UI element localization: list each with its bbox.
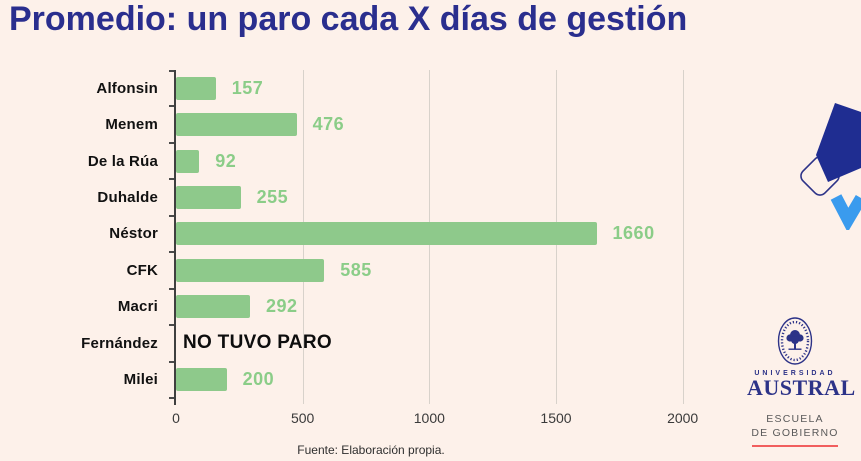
y-axis-tick [169,178,174,180]
bar-row: 255 [176,179,708,215]
category-label: Duhalde [97,189,158,207]
value-label: 585 [340,259,372,280]
x-axis-tick-label: 2000 [667,410,699,426]
no-strike-label: NO TUVO PARO [183,332,332,354]
value-label: 292 [265,296,298,317]
gridline [682,70,684,404]
value-label: 476 [312,114,345,135]
category-axis: Alfonsin Menem De la Rúa Duhalde Néstor CFK Ma… [0,70,168,398]
bar-row: 157 [176,70,708,106]
category-label: Alfonsin [96,79,158,97]
category-label: De la Rúa [87,152,158,170]
bar [176,186,241,210]
chart-title: Promedio: un paro cada X días de gestión [9,0,688,38]
bar [176,113,297,137]
bar-row: 200 [176,362,708,398]
x-axis-tick-label: 0 [172,410,180,426]
x-axis-tick-label: 1500 [540,410,572,426]
universidad-label: UNIVERSIDAD [754,370,836,377]
bar [176,295,250,319]
bar [176,222,597,246]
y-axis-tick [169,288,174,290]
value-label: 200 [242,369,275,390]
checkmark-shape [830,194,861,230]
category-label: Fernández [81,334,158,352]
category-label: Néstor [109,225,158,243]
bar [176,149,200,173]
y-axis-tick [169,70,174,72]
value-label: 255 [256,187,289,208]
value-label: 92 [215,150,237,171]
y-axis-tick [169,215,174,217]
austral-seal-icon [777,317,813,365]
category-label: Menem [105,116,158,134]
bar-row: 585 [176,252,708,288]
gobierno-label: DE GOBIERNO [751,427,839,440]
category-label: Macri [117,298,158,316]
value-label: 157 [231,77,264,98]
bar [176,76,216,100]
austral-logo: UNIVERSIDAD AUSTRAL ESCUELA DE GOBIERNO [747,314,856,448]
bar [176,258,325,282]
escuela-label: ESCUELA [766,413,824,425]
y-axis-tick [169,105,174,107]
bar-row: 292 [176,289,708,325]
value-label: 1660 [612,223,655,244]
y-axis-tick [169,142,174,144]
plot-area: 0 500 1000 1500 2000 157 476 92 255 1660 585 292 NO … [169,70,708,426]
austral-wordmark: AUSTRAL [747,375,856,400]
category-label: Milei [123,371,158,389]
bar-row: 1660 [176,216,708,252]
bar-row: NO TUVO PARO [176,325,708,361]
red-underline [752,445,838,448]
y-axis-tick [169,361,174,363]
y-axis-tick [169,397,174,399]
x-axis-tick-label: 500 [290,410,315,426]
x-axis-tick-label: 1000 [413,410,445,426]
y-axis-tick [169,324,174,326]
category-label: CFK [126,261,158,279]
y-axis-tick [169,251,174,253]
bar-row: 476 [176,106,708,142]
bar [176,368,227,392]
x-axis-zero-tick [174,398,176,405]
bar-row: 92 [176,143,708,179]
decorative-shapes [800,103,861,230]
pentagon-shape [816,103,861,182]
bar-chart: Alfonsin Menem De la Rúa Duhalde Néstor CFK Ma… [0,70,714,430]
source-note: Fuente: Elaboración propia. [297,443,445,457]
